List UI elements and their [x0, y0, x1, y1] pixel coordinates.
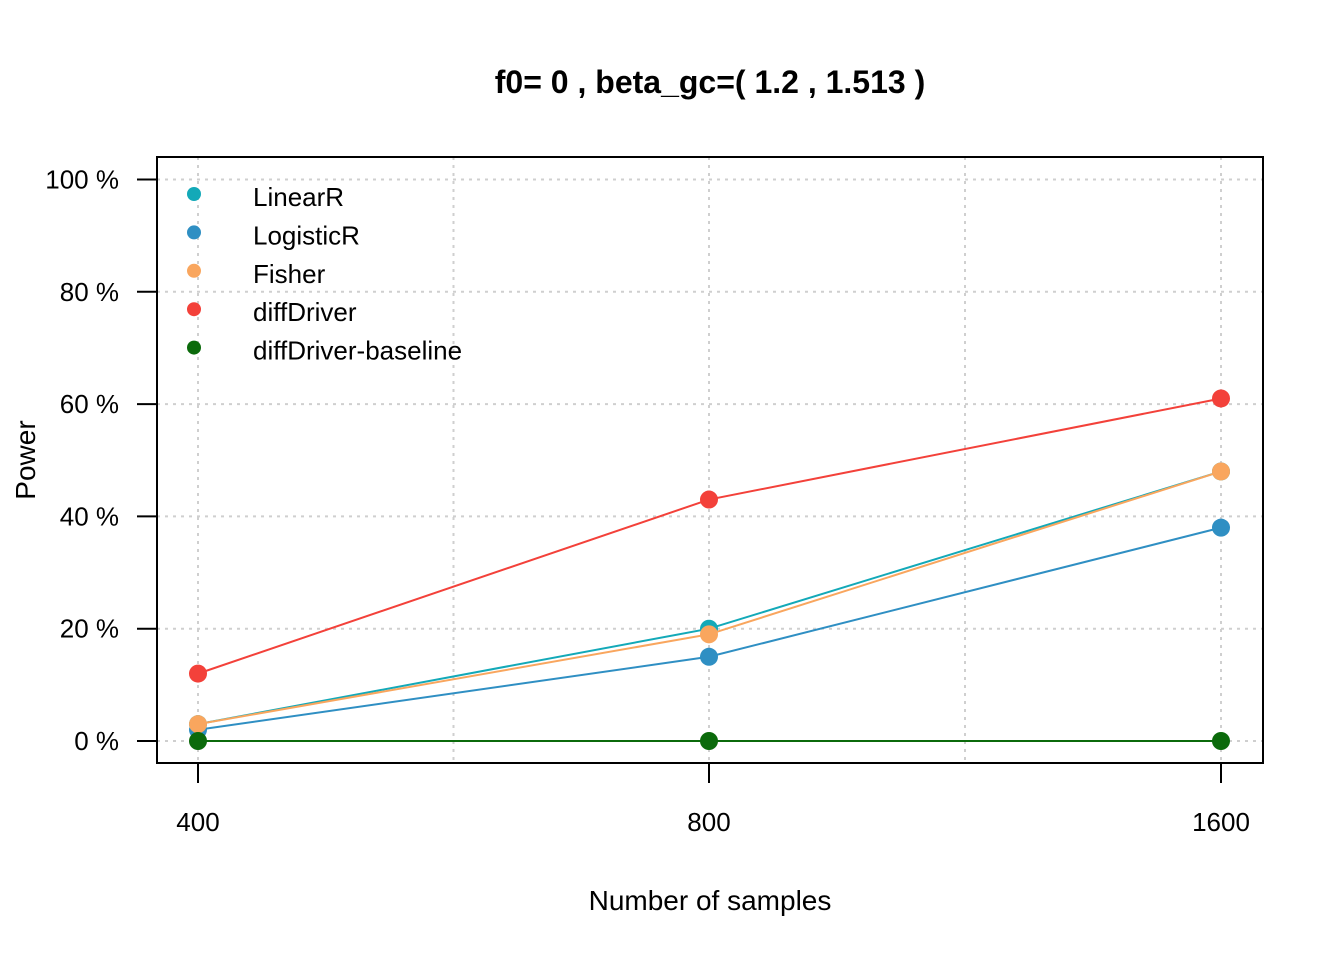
y-tick-label-4: 80 % — [60, 277, 119, 307]
x-tick-label-1: 800 — [687, 807, 730, 837]
series-1-point-2 — [1212, 518, 1230, 537]
series-2 — [189, 462, 1230, 734]
series-3-point-2 — [1212, 389, 1230, 408]
legend-label-2: Fisher — [253, 259, 326, 289]
legend-label-0: LinearR — [253, 182, 344, 212]
legend-marker-1 — [187, 225, 201, 240]
series-4-point-0 — [189, 732, 207, 750]
legend-marker-3 — [187, 302, 201, 317]
x-axis-title: Number of samples — [589, 885, 832, 916]
chart-title: f0= 0 , beta_gc=( 1.2 , 1.513 ) — [495, 64, 925, 100]
legend-marker-4 — [187, 340, 201, 355]
y-axis: 0 % 20 % 40 % 60 % 80 % 100 % — [45, 165, 157, 756]
grid — [157, 157, 1263, 763]
series-4 — [189, 732, 1230, 750]
x-tick-label-0: 400 — [176, 807, 219, 837]
series-4-point-1 — [700, 732, 718, 750]
series-3-point-1 — [700, 490, 718, 509]
legend-marker-2 — [187, 263, 201, 278]
y-tick-label-5: 100 % — [45, 165, 119, 195]
y-tick-label-2: 40 % — [60, 501, 119, 531]
legend-label-4: diffDriver-baseline — [253, 336, 462, 366]
series-2-point-1 — [700, 625, 718, 644]
legend-marker-0 — [187, 187, 201, 201]
y-tick-label-3: 60 % — [60, 389, 119, 419]
series-4-point-2 — [1212, 732, 1230, 750]
series-3-point-0 — [189, 664, 207, 683]
series-1-point-1 — [700, 647, 718, 666]
series-2-point-2 — [1212, 462, 1230, 481]
series-3 — [189, 389, 1230, 683]
y-axis-title: Power — [10, 420, 41, 499]
x-axis: 400 800 1600 — [176, 763, 1250, 837]
y-tick-label-0: 0 % — [74, 726, 119, 756]
x-tick-label-2: 1600 — [1192, 807, 1250, 837]
legend-label-3: diffDriver — [253, 297, 357, 327]
legend: LinearR LogisticR Fisher diffDriver diffDriv… — [187, 182, 462, 366]
series-2-point-0 — [189, 715, 207, 734]
y-tick-label-1: 20 % — [60, 614, 119, 644]
series-group — [189, 389, 1230, 750]
legend-label-1: LogisticR — [253, 220, 360, 250]
